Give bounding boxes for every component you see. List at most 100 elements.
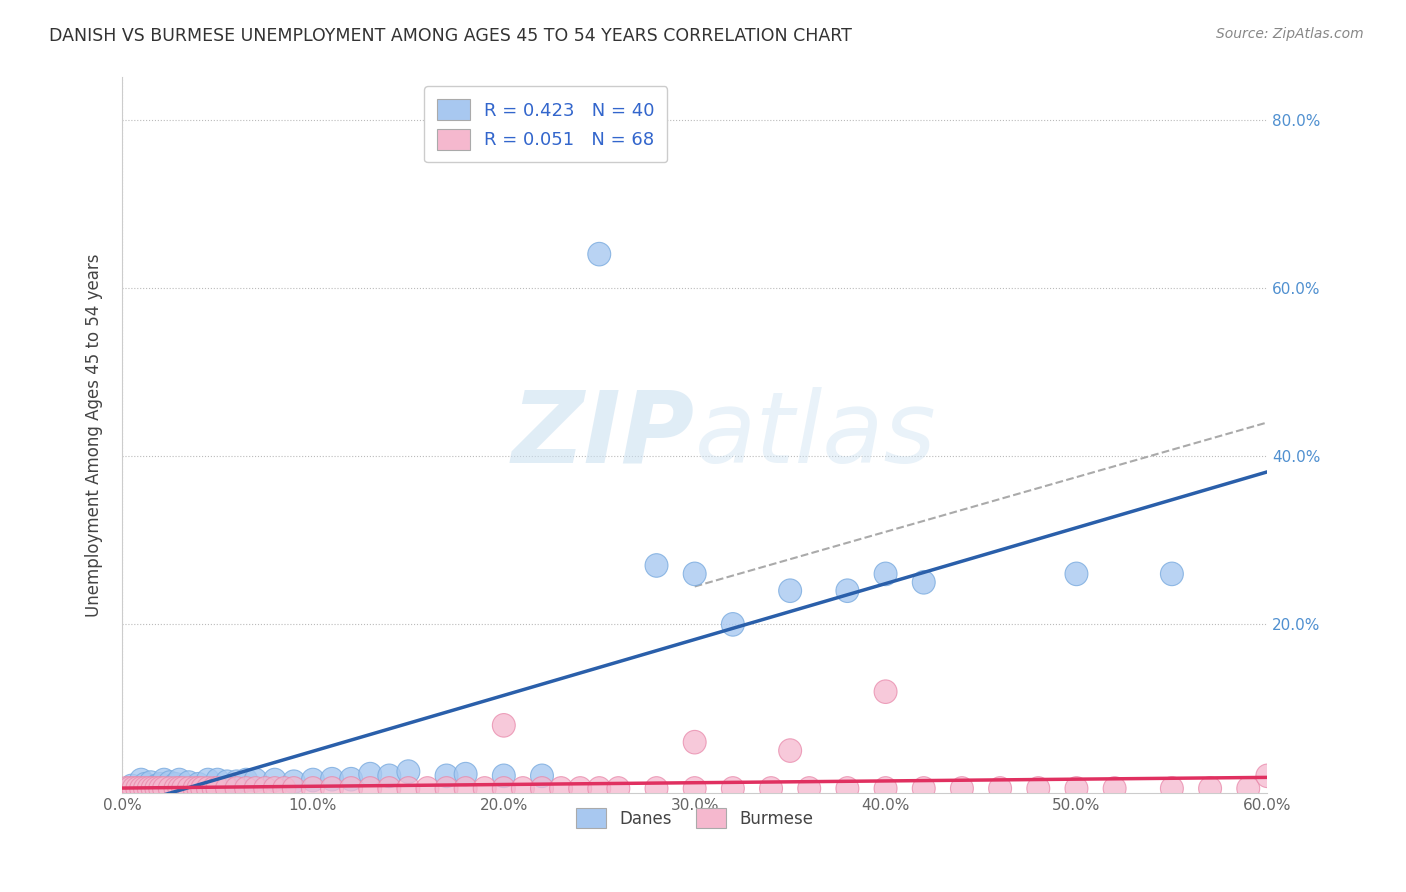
Ellipse shape: [263, 777, 287, 800]
Ellipse shape: [283, 770, 305, 794]
Ellipse shape: [215, 777, 239, 800]
Ellipse shape: [225, 770, 247, 794]
Ellipse shape: [129, 768, 153, 792]
Ellipse shape: [235, 777, 257, 800]
Ellipse shape: [875, 777, 897, 800]
Ellipse shape: [141, 777, 165, 800]
Ellipse shape: [550, 777, 572, 800]
Ellipse shape: [167, 777, 191, 800]
Ellipse shape: [202, 777, 225, 800]
Text: atlas: atlas: [695, 386, 936, 483]
Ellipse shape: [321, 767, 343, 791]
Ellipse shape: [245, 768, 267, 792]
Ellipse shape: [129, 777, 153, 800]
Ellipse shape: [645, 554, 668, 577]
Ellipse shape: [120, 774, 143, 797]
Ellipse shape: [340, 777, 363, 800]
Ellipse shape: [492, 777, 515, 800]
Ellipse shape: [588, 243, 610, 266]
Ellipse shape: [912, 777, 935, 800]
Ellipse shape: [138, 777, 160, 800]
Ellipse shape: [530, 777, 554, 800]
Ellipse shape: [301, 777, 325, 800]
Ellipse shape: [779, 739, 801, 763]
Ellipse shape: [359, 777, 381, 800]
Ellipse shape: [153, 768, 176, 792]
Ellipse shape: [187, 772, 209, 796]
Ellipse shape: [225, 777, 247, 800]
Ellipse shape: [988, 777, 1011, 800]
Legend: Danes, Burmese: Danes, Burmese: [569, 802, 821, 834]
Ellipse shape: [1064, 777, 1088, 800]
Ellipse shape: [149, 777, 172, 800]
Ellipse shape: [197, 768, 219, 792]
Ellipse shape: [153, 777, 176, 800]
Ellipse shape: [172, 777, 194, 800]
Ellipse shape: [118, 777, 141, 800]
Ellipse shape: [396, 777, 420, 800]
Ellipse shape: [235, 768, 257, 792]
Ellipse shape: [1026, 777, 1050, 800]
Ellipse shape: [912, 571, 935, 594]
Ellipse shape: [114, 777, 138, 800]
Ellipse shape: [165, 777, 187, 800]
Ellipse shape: [159, 777, 181, 800]
Ellipse shape: [207, 777, 229, 800]
Ellipse shape: [183, 777, 207, 800]
Ellipse shape: [177, 777, 200, 800]
Ellipse shape: [167, 768, 191, 792]
Ellipse shape: [159, 771, 181, 795]
Ellipse shape: [645, 777, 668, 800]
Ellipse shape: [797, 777, 821, 800]
Ellipse shape: [378, 777, 401, 800]
Ellipse shape: [273, 777, 295, 800]
Ellipse shape: [492, 764, 515, 788]
Ellipse shape: [683, 731, 706, 754]
Ellipse shape: [197, 777, 219, 800]
Ellipse shape: [177, 771, 200, 795]
Ellipse shape: [416, 777, 439, 800]
Ellipse shape: [434, 764, 458, 788]
Ellipse shape: [1064, 562, 1088, 586]
Y-axis label: Unemployment Among Ages 45 to 54 years: Unemployment Among Ages 45 to 54 years: [86, 253, 103, 616]
Ellipse shape: [454, 777, 477, 800]
Ellipse shape: [721, 613, 744, 636]
Ellipse shape: [512, 777, 534, 800]
Ellipse shape: [1104, 777, 1126, 800]
Ellipse shape: [127, 777, 149, 800]
Text: Source: ZipAtlas.com: Source: ZipAtlas.com: [1216, 27, 1364, 41]
Ellipse shape: [434, 777, 458, 800]
Ellipse shape: [875, 562, 897, 586]
Ellipse shape: [359, 763, 381, 786]
Text: DANISH VS BURMESE UNEMPLOYMENT AMONG AGES 45 TO 54 YEARS CORRELATION CHART: DANISH VS BURMESE UNEMPLOYMENT AMONG AGE…: [49, 27, 852, 45]
Ellipse shape: [1160, 562, 1184, 586]
Ellipse shape: [588, 777, 610, 800]
Ellipse shape: [145, 777, 167, 800]
Ellipse shape: [321, 777, 343, 800]
Ellipse shape: [253, 777, 277, 800]
Ellipse shape: [474, 777, 496, 800]
Ellipse shape: [245, 777, 267, 800]
Ellipse shape: [149, 772, 172, 796]
Ellipse shape: [145, 774, 167, 797]
Ellipse shape: [683, 562, 706, 586]
Ellipse shape: [492, 714, 515, 737]
Ellipse shape: [1160, 777, 1184, 800]
Ellipse shape: [139, 771, 162, 795]
Ellipse shape: [165, 772, 187, 796]
Ellipse shape: [122, 777, 145, 800]
Ellipse shape: [779, 579, 801, 602]
Ellipse shape: [215, 770, 239, 794]
Ellipse shape: [721, 777, 744, 800]
Ellipse shape: [568, 777, 592, 800]
Ellipse shape: [301, 768, 325, 792]
Ellipse shape: [396, 760, 420, 783]
Ellipse shape: [340, 767, 363, 791]
Ellipse shape: [1237, 777, 1260, 800]
Ellipse shape: [207, 768, 229, 792]
Ellipse shape: [607, 777, 630, 800]
Ellipse shape: [187, 777, 209, 800]
Ellipse shape: [683, 777, 706, 800]
Ellipse shape: [759, 777, 783, 800]
Ellipse shape: [191, 777, 214, 800]
